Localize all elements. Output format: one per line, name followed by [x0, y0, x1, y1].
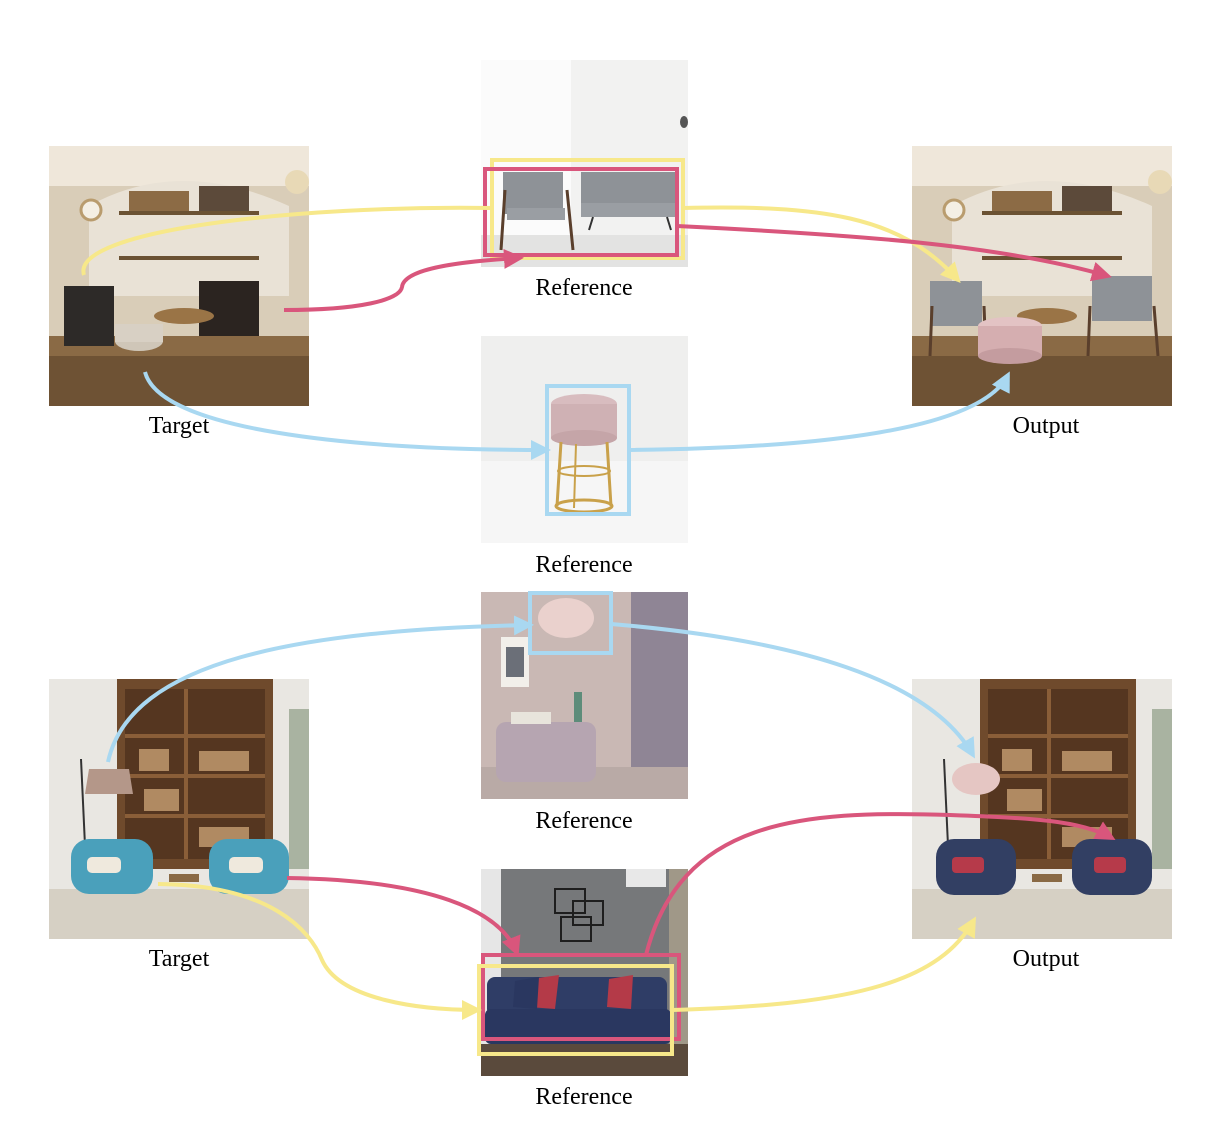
- arrow-yellow-target-to-ref-2: [157, 882, 482, 1020]
- arrow-yellow-target-to-ref-1: [81, 205, 493, 276]
- highlight-box-pink-1: [483, 167, 679, 257]
- reference-image-1a: [481, 60, 688, 267]
- output-image-1: [912, 146, 1172, 406]
- output-caption-2: Output: [1012, 946, 1080, 972]
- reference-image-1b: [481, 336, 688, 543]
- arrow-yellow-ref-to-output-2: [671, 916, 976, 1012]
- target-image-1: [49, 146, 309, 406]
- arrow-blue-ref-to-output-2: [610, 622, 975, 759]
- reference-caption-2a: Reference: [535, 808, 633, 834]
- reference-caption-1a: Reference: [535, 275, 633, 301]
- arrow-blue-target-to-ref-2: [106, 615, 534, 763]
- reference-caption-1b: Reference: [535, 552, 633, 578]
- arrow-yellow-ref-to-output-1: [682, 205, 961, 283]
- arrow-pink-target-to-ref-1: [283, 248, 524, 312]
- reference-image-2a: [481, 592, 688, 799]
- arrow-blue-ref-to-output-1: [628, 371, 1010, 452]
- target-image-2: [49, 679, 309, 939]
- target-caption-2: Target: [148, 946, 210, 972]
- reference-caption-2b: Reference: [535, 1084, 633, 1110]
- highlight-box-pink-2: [481, 953, 681, 1041]
- target-caption-1: Target: [148, 413, 210, 439]
- arrow-blue-target-to-ref-1: [143, 371, 551, 460]
- arrow-pink-ref-to-output-2: [644, 812, 1116, 956]
- output-caption-1: Output: [1012, 413, 1080, 439]
- highlight-box-blue-1: [545, 384, 631, 516]
- highlight-box-blue-2: [528, 591, 613, 655]
- reference-image-2b: [481, 869, 688, 1076]
- arrow-pink-ref-to-output-1: [676, 224, 1112, 282]
- highlight-box-yellow-1: [490, 158, 685, 260]
- arrow-pink-target-to-ref-2: [286, 876, 521, 957]
